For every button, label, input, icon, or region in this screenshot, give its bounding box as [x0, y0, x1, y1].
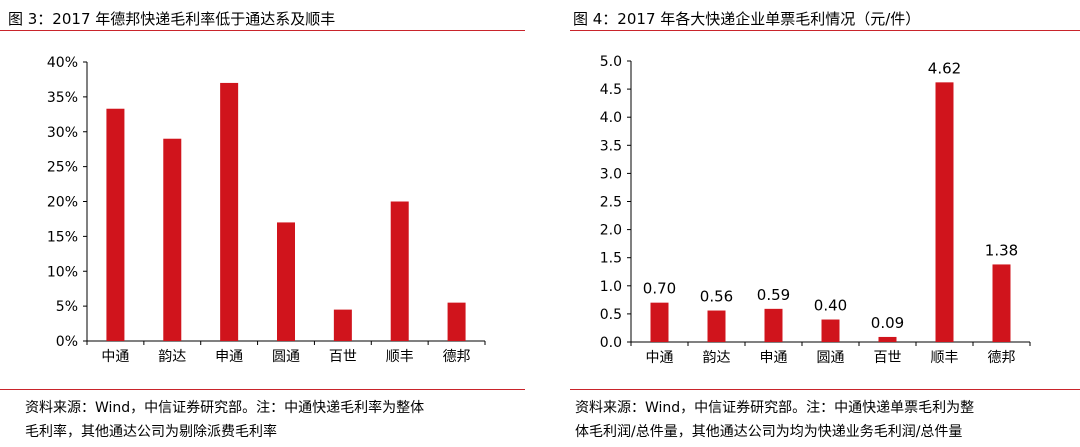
left-chart-x-tick-label: 中通: [101, 349, 129, 365]
left-chart-x-tick-label: 申通: [215, 349, 243, 365]
right-chart-data-label: 0.70: [643, 280, 676, 298]
left-chart-y-tick-label: 15%: [47, 229, 78, 245]
left-chart-y-tick-label: 30%: [47, 125, 78, 141]
right-chart-x-tick-label: 顺丰: [931, 350, 959, 366]
left-chart-y-tick-label: 25%: [47, 160, 78, 176]
right-chart-data-label: 4.62: [928, 59, 961, 77]
right-chart-x-tick-label: 中通: [646, 350, 674, 366]
left-figure-title: 图 3：2017 年德邦快递毛利率低于通达系及顺丰: [8, 10, 336, 28]
right-chart-y-tick-label: 2.5: [600, 195, 622, 211]
right-chart-data-label: 0.40: [814, 297, 847, 315]
right-chart-data-label: 0.59: [757, 286, 790, 304]
left-chart-bar: [447, 302, 466, 341]
right-chart-y-tick-label: 4.0: [600, 110, 622, 126]
right-source-line-1: 资料来源：Wind，中信证券研究部。注：中通快递单票毛利为整: [575, 400, 975, 416]
left-chart-bar: [277, 222, 295, 341]
right-chart-y-tick-label: 3.0: [600, 166, 622, 182]
left-source-rule: [0, 389, 525, 390]
right-chart-y-tick-label: 1.5: [600, 251, 622, 267]
right-chart-y-tick-label: 3.5: [600, 138, 622, 154]
right-chart-y-tick-label: 5.0: [600, 54, 622, 70]
right-title-rule: [570, 30, 1080, 31]
left-chart-bar: [390, 201, 409, 341]
right-source-line-2: 体毛利润/总件量，其他通达公司为均为快递业务毛利润/总件量: [575, 424, 963, 440]
left-title-rule: [0, 30, 525, 31]
right-chart-y-tick-label: 0.0: [600, 335, 622, 351]
right-chart-y-tick-label: 1.0: [600, 279, 622, 295]
right-chart-y-tick-label: 2.0: [600, 223, 622, 239]
right-chart-bar: [992, 264, 1011, 342]
right-figure-title: 图 4：2017 年各大快递企业单票毛利情况（元/件）: [573, 10, 921, 28]
left-bar-chart: 0% 5% 10% 15% 20% 25% 30% 35% 40% 中通 韵达 申通 圆通 百世 顺丰 德邦: [47, 55, 486, 365]
right-source-rule: [570, 389, 1080, 390]
right-chart-x-tick-label: 德邦: [988, 350, 1016, 366]
left-chart-y-tick-label: 0%: [56, 334, 78, 350]
right-chart-x-tick-label: 申通: [760, 350, 788, 366]
left-chart-x-tick-label: 德邦: [443, 349, 471, 365]
left-chart-y-tick-label: 35%: [47, 90, 78, 106]
right-source-note: 资料来源：Wind，中信证券研究部。注：中通快递单票毛利为整 体毛利润/总件量，…: [575, 396, 974, 444]
right-chart-x-tick-label: 圆通: [817, 350, 845, 366]
left-source-line-2: 毛利率，其他通达公司为剔除派费毛利率: [25, 424, 277, 440]
left-chart-y-tick-label: 5%: [56, 299, 78, 315]
right-chart-x-tick-label: 百世: [874, 350, 902, 366]
right-chart-y-tick-label: 4.5: [600, 82, 622, 98]
left-chart-x-tick-label: 顺丰: [386, 349, 414, 365]
left-chart-bar: [163, 138, 182, 341]
left-chart-x-tick-label: 百世: [329, 349, 357, 365]
right-chart-bar: [878, 336, 897, 342]
right-chart-bar: [707, 310, 726, 342]
right-chart-bar: [650, 302, 669, 342]
left-chart-bar: [106, 108, 125, 341]
left-chart-x-tick-label: 圆通: [272, 349, 300, 365]
left-chart-y-tick-label: 10%: [47, 264, 78, 280]
right-chart-bar: [764, 308, 783, 342]
left-chart-x-tick-label: 韵达: [158, 349, 186, 365]
left-chart-bar: [333, 309, 352, 341]
right-chart-bar: [935, 82, 954, 342]
right-figure-panel: 图 4：2017 年各大快递企业单票毛利情况（元/件） 0.0 0.5 1.0 1.5…: [570, 0, 1080, 447]
right-chart-bar: [821, 319, 840, 342]
right-chart-data-label: 0.56: [700, 288, 733, 306]
right-chart-data-label: 0.09: [871, 314, 904, 332]
left-chart-bar: [220, 82, 239, 342]
left-source-line-1: 资料来源：Wind，中信证券研究部。注：中通快递毛利率为整体: [25, 400, 425, 416]
left-figure-panel: 图 3：2017 年德邦快递毛利率低于通达系及顺丰 0% 5% 10% 15% 20% 2…: [0, 0, 525, 447]
left-chart-y-tick-label: 40%: [47, 55, 78, 71]
right-chart-y-tick-label: 0.5: [600, 307, 622, 323]
right-chart-data-label: 1.38: [985, 241, 1018, 259]
right-bar-chart: 0.0 0.5 1.0 1.5 2.0 2.5 3.0 3.5 4.0 4.5 5.0 中通 0.70 韵…: [600, 54, 1031, 366]
right-chart-x-tick-label: 韵达: [703, 350, 731, 366]
left-source-note: 资料来源：Wind，中信证券研究部。注：中通快递毛利率为整体 毛利率，其他通达公…: [25, 396, 424, 444]
left-chart-y-tick-label: 20%: [47, 195, 78, 211]
